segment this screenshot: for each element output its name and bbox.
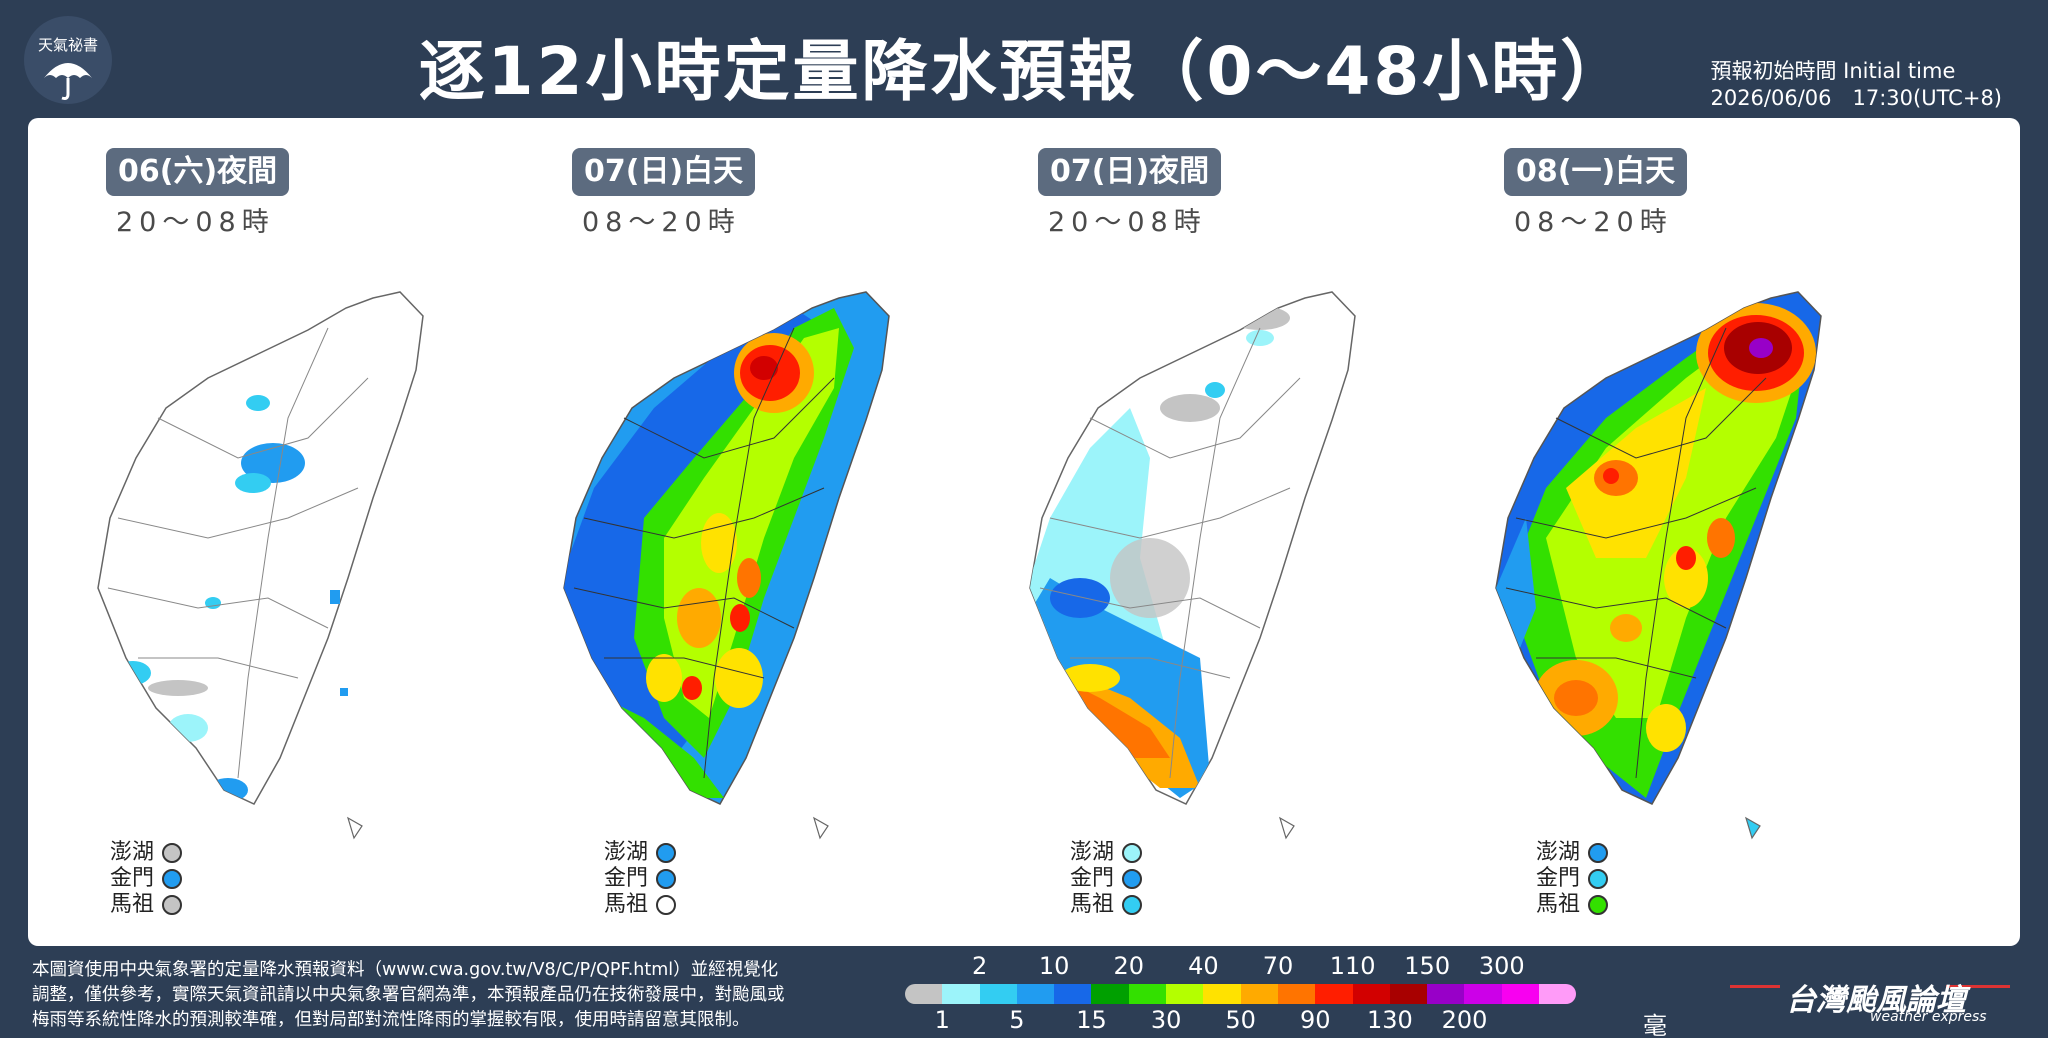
legend-swatch: [1501, 984, 1540, 1004]
rainfall-map-3: [1029, 291, 1356, 840]
forecast-card: 06(六)夜間 20～08時: [28, 118, 2020, 946]
island-name: 金門: [110, 866, 155, 891]
panel-2: 07(日)白天 08～20時: [494, 118, 960, 946]
legend-label-top: 110: [1329, 952, 1376, 980]
legend-swatch: [1464, 984, 1502, 1004]
legend-label-bottom: 15: [1076, 1006, 1107, 1034]
brand-line: [1946, 985, 2010, 988]
legend-swatch: [1091, 984, 1129, 1004]
islands-legend: 澎湖 金門 馬祖: [604, 840, 677, 918]
legend-label-bottom: 130: [1366, 1006, 1413, 1034]
note-line: 調整，僅供參考，實際天氣資訊請以中央氣象署官網為準，本預報產品仍在技術發展中，對…: [32, 985, 785, 1005]
island-name: 澎湖: [1070, 840, 1115, 865]
legend-swatch: [1054, 984, 1092, 1004]
panel-time: 20～08時: [1048, 207, 1207, 238]
island-name: 澎湖: [110, 840, 155, 865]
rainfall-map-1: [97, 291, 424, 840]
panel-3: 07(日)夜間 20～08時: [960, 118, 1426, 946]
brand-logo: 台灣颱風論壇 weather express: [1730, 975, 2020, 1025]
panel-4: 08(一)白天 08～20時: [1426, 118, 1892, 946]
islands-legend: 澎湖 金門 馬祖: [1536, 840, 1609, 918]
legend-swatch: [1166, 984, 1204, 1004]
initial-time-value: 2026/06/06 17:30(UTC+8): [1710, 86, 2002, 110]
initial-time: 預報初始時間 Initial time 2026/06/06 17:30(UTC…: [1710, 58, 2002, 112]
legend-swatch: [1016, 984, 1055, 1004]
panel-label: 07(日)夜間: [1038, 148, 1222, 196]
disclaimer-note: 本圖資使用中央氣象署的定量降水預報資料（www.cwa.gov.tw/V8/C/…: [32, 958, 902, 1033]
legend-label-top: 10: [1038, 952, 1070, 980]
panel-label: 08(一)白天: [1504, 148, 1688, 196]
legend-swatch: [1240, 984, 1278, 1004]
note-line: 梅雨等系統性降水的預測較準確，但對局部對流性降雨的掌握較有限，使用時請留意其限制…: [32, 1010, 750, 1030]
panel-time: 20～08時: [116, 207, 275, 238]
legend-label-bottom: 90: [1300, 1006, 1331, 1034]
legend-unit: 毫米: [1643, 1012, 1667, 1038]
umbrella-icon: [44, 63, 92, 100]
legend-label-bottom: 200: [1441, 1006, 1488, 1034]
island-name: 金門: [1070, 866, 1115, 891]
legend-swatch: [1315, 984, 1353, 1004]
legend-swatch: [1203, 984, 1241, 1004]
island-dot: [162, 869, 183, 889]
panel-time: 08～20時: [582, 207, 741, 238]
legend-swatch: [905, 984, 943, 1004]
island-dot: [1588, 895, 1609, 915]
island-name: 馬祖: [1070, 892, 1115, 917]
legend-label-top: 150: [1404, 952, 1451, 980]
legend-label-bottom: 30: [1150, 1006, 1182, 1034]
panel-1: 06(六)夜間 20～08時: [28, 118, 494, 946]
legend-swatch: [942, 984, 980, 1004]
panel-label: 07(日)白天: [572, 148, 756, 196]
legend-swatch: [1128, 984, 1167, 1004]
island-dot: [1588, 869, 1609, 889]
legend-swatch: [979, 984, 1017, 1004]
rainfall-map-4: [1495, 291, 1822, 840]
legend-label-bottom: 1: [934, 1006, 950, 1034]
legend-label-top: 300: [1478, 952, 1525, 980]
legend-label-top: 20: [1113, 952, 1145, 980]
legend-label-top: 2: [971, 952, 988, 980]
island-dot: [162, 843, 183, 863]
island-dot: [1588, 843, 1609, 863]
islands-legend: 澎湖 金門 馬祖: [1070, 840, 1143, 918]
legend-label-bottom: 50: [1225, 1006, 1256, 1034]
legend-swatch: [1352, 984, 1390, 1004]
legend-swatch: [1539, 984, 1577, 1004]
island-name: 金門: [604, 866, 649, 891]
legend-swatch: [1427, 984, 1465, 1004]
panel-time: 08～20時: [1514, 207, 1673, 238]
island-name: 金門: [1536, 866, 1581, 891]
brand-name: 台灣颱風論壇: [1786, 983, 1966, 1018]
initial-time-label: 預報初始時間 Initial time: [1710, 59, 1956, 83]
logo-text: 天氣祕書: [37, 36, 98, 54]
legend-label-bottom: 5: [1009, 1006, 1025, 1034]
island-name: 澎湖: [604, 840, 649, 865]
legend-label-top: 70: [1262, 952, 1294, 980]
island-dot: [656, 869, 677, 889]
island-name: 馬祖: [604, 892, 649, 917]
note-line: 本圖資使用中央氣象署的定量降水預報資料（www.cwa.gov.tw/V8/C/…: [32, 960, 779, 980]
legend-bar: [905, 984, 1577, 1004]
rainfall-map-2: [563, 291, 890, 840]
island-name: 馬祖: [1536, 892, 1581, 917]
panel-label: 06(六)夜間: [106, 148, 290, 196]
island-name: 澎湖: [1536, 840, 1581, 865]
island-dot: [1122, 895, 1143, 915]
island-dot: [1122, 869, 1143, 889]
page-title: 逐12小時定量降水預報（0～48小時）: [418, 33, 1630, 110]
logo: 天氣祕書: [24, 16, 112, 104]
legend-swatch: [1277, 984, 1316, 1004]
islands-legend: 澎湖 金門 馬祖: [110, 840, 183, 918]
island-dot: [656, 843, 677, 863]
legend-swatch: [1389, 984, 1428, 1004]
island-name: 馬祖: [110, 892, 155, 917]
brand-line: [1730, 985, 1780, 988]
island-dot: [656, 895, 677, 915]
island-dot: [1122, 843, 1143, 863]
brand-sub: weather express: [1870, 1009, 1987, 1025]
legend-label-top: 40: [1188, 952, 1219, 980]
island-dot: [162, 895, 183, 915]
